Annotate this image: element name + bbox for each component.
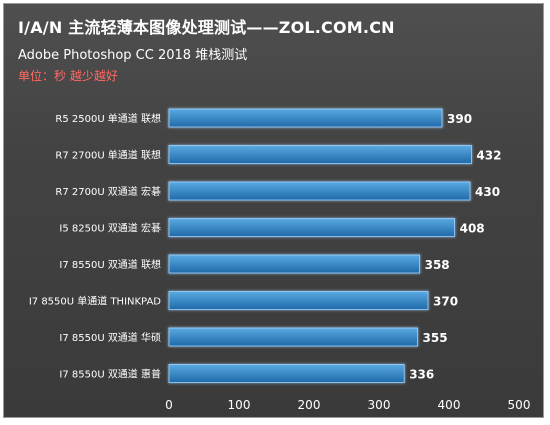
category-label: I7 8550U 单通道 THINKPAD (29, 295, 161, 308)
value-label: 408 (460, 222, 485, 236)
category-label: R7 2700U 双通道 宏碁 (55, 185, 161, 198)
x-tick-label: 200 (298, 398, 321, 412)
x-axis: 0 100 200 300 400 500 (165, 398, 530, 412)
x-tick-label: 0 (165, 398, 173, 412)
bar (168, 291, 429, 310)
value-label: 432 (476, 149, 501, 163)
bar (168, 218, 456, 237)
bar (168, 327, 418, 347)
bar (168, 364, 405, 383)
bar-chart: R5 2500U 单通道 联想 390 R7 2700U 单通道 联想 432 R7 2… (29, 108, 530, 412)
chart-title: I/A/N 主流轻薄本图像处理测试——ZOL.COM.CN (18, 18, 395, 37)
bar (168, 181, 471, 201)
x-tick-label: 100 (228, 398, 251, 412)
value-label: 430 (475, 185, 500, 199)
category-label: R5 2500U 单通道 联想 (55, 112, 161, 125)
x-tick-label: 500 (508, 398, 531, 412)
unit-note: 单位：秒 越少越好 (18, 69, 118, 83)
x-tick-label: 400 (438, 398, 461, 412)
bars-group: R5 2500U 单通道 联想 390 R7 2700U 单通道 联想 432 R7 2… (29, 108, 501, 384)
category-label: I7 8550U 双通道 惠普 (59, 368, 161, 381)
category-label: I7 8550U 双通道 联想 (59, 258, 161, 271)
value-label: 336 (409, 368, 434, 382)
x-tick-label: 300 (368, 398, 391, 412)
category-label: R7 2700U 单通道 联想 (55, 149, 161, 162)
value-label: 370 (433, 295, 458, 309)
bar (168, 108, 443, 128)
value-label: 358 (425, 258, 450, 272)
bar (168, 145, 472, 164)
category-label: I7 8550U 双通道 华硕 (59, 331, 161, 344)
chart-panel: I/A/N 主流轻薄本图像处理测试——ZOL.COM.CN Adobe Phot… (3, 3, 544, 418)
category-label: I5 8250U 双通道 宏碁 (59, 222, 161, 235)
bar (168, 254, 421, 274)
chart-subtitle: Adobe Photoshop CC 2018 堆栈测试 (18, 48, 248, 63)
value-label: 355 (423, 331, 448, 345)
value-label: 390 (447, 112, 472, 126)
